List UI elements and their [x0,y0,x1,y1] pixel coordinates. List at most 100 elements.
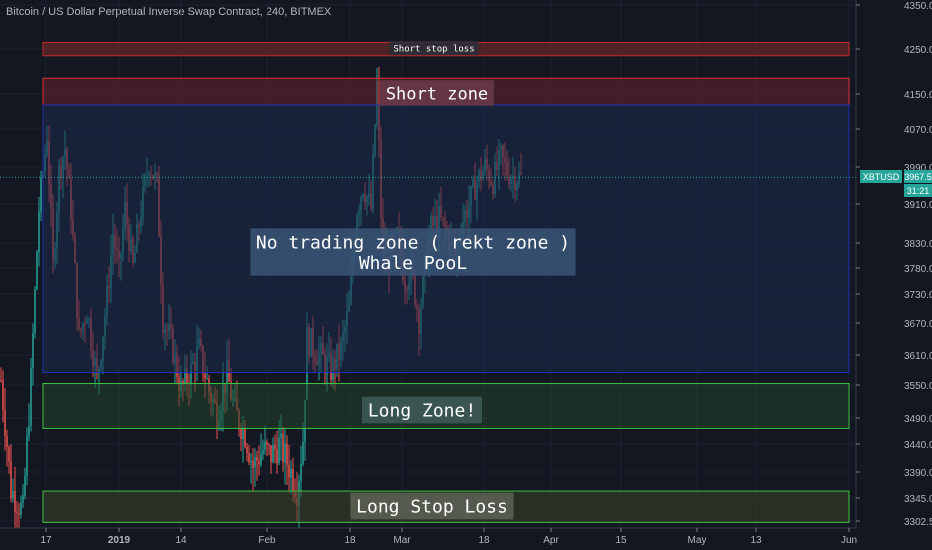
time-tick-label: 13 [750,535,762,546]
candle [266,439,268,457]
candle-body [184,368,186,384]
candle-body [272,444,274,463]
time-tick-label: Feb [258,535,276,546]
price-tick-label: 3780.0 [904,264,932,275]
candle-body [278,437,280,464]
time-tick-label: 15 [615,535,627,546]
candle-body [292,468,294,492]
candle [274,434,276,464]
short-stop-loss-label: Short stop loss [389,40,479,56]
candle [32,323,34,386]
candle-body [290,468,292,478]
candle-body [226,360,228,393]
candle [262,439,264,460]
candle [276,430,278,474]
candle-body [246,446,248,454]
candle-body [268,444,270,446]
time-tick-label: Mar [393,535,411,546]
candle [302,422,304,467]
candle-body [2,380,4,410]
candle-body [262,449,264,455]
candle-body [8,446,10,462]
candle [252,447,254,491]
candle-body [182,381,184,384]
candle [34,286,36,339]
candle-body [300,463,302,481]
candle-body [18,513,20,515]
candle-body [22,495,24,503]
candle-body [24,476,26,496]
price-axis: 4350.0 4250.0 4150.0 4070.0 3990.0 3910.0 3830… [855,0,932,528]
price-tick-label: 3390.0 [904,468,932,479]
candle [38,196,40,267]
candle-body [204,373,206,379]
candle-body [282,433,284,463]
candle-body [30,368,32,426]
price-tick-label: 3550.0 [904,381,932,392]
short-stop-loss-label-text: Short stop loss [393,44,474,54]
price-tick-label: 3440.0 [904,440,932,451]
symbol-tag-text: XBTUSD [863,172,900,182]
short-zone-label-bg [380,80,494,106]
candle-body [32,333,34,369]
candle [26,427,28,486]
candle-body [12,491,14,499]
candle-body [206,378,208,380]
candle [28,403,30,442]
price-tick-label: 3830.0 [904,239,932,250]
long-zone-label: Long Zone! [362,396,482,424]
no-trading-zone-label-bg [250,228,576,276]
countdown-text: 31:21 [907,186,930,196]
price-tick-label: 3910.0 [904,200,932,211]
candle-body [256,457,258,461]
candle-body [274,444,276,450]
no-trading-zone-label-text: No trading zone ( rekt zone ) [256,232,570,253]
candle-body [286,443,288,465]
candle [270,445,272,474]
candle-body [0,380,2,381]
candle [272,437,274,464]
candle-body [20,502,22,515]
no-trading-zone-label: No trading zone ( rekt zone )Whale PooL [250,228,576,276]
candle-body [26,435,28,477]
candle [10,444,12,503]
candle [12,478,14,503]
price-tick-label: 3730.0 [904,290,932,301]
last-price-tag: XBTUSD 3967.5 31:21 [860,170,932,197]
candle [18,502,20,528]
price-tick-label: 3490.0 [904,414,932,425]
long-stop-loss-label: Long Stop Loss [350,492,514,520]
last-price-bg [904,170,932,183]
candle-body [270,445,272,463]
candle-body [240,429,242,440]
price-tick-label: 4350.0 [904,1,932,12]
candle-body [4,409,6,437]
time-axis: 17 2019 14 Feb 18 Mar 18 Apr 15 May 13 Jun [0,527,932,550]
candle [20,495,22,519]
short-zone-label: Short zone [380,80,494,106]
candle-body [6,436,8,447]
candle [2,370,4,423]
candle [0,367,2,383]
candle-body [260,454,262,465]
candle [4,388,6,451]
time-tick-label: 18 [344,535,356,546]
candle [286,434,288,486]
candle [264,425,266,455]
candle-body [280,433,282,438]
candle [8,445,10,474]
time-tick-label: 18 [478,535,490,546]
long-zone-label-text: Long Zone! [368,401,476,422]
candle [256,450,258,481]
candle [258,445,260,476]
short-stop-loss-label-bg [389,40,479,56]
symbol-tag-bg [860,170,902,183]
time-tick-label: 14 [175,535,187,546]
time-tick-label: Jun [841,535,857,546]
candle-body [28,425,30,436]
time-tick-label: Apr [543,535,559,546]
price-tick-label: 3670.0 [904,319,932,330]
candle-body [250,460,252,463]
